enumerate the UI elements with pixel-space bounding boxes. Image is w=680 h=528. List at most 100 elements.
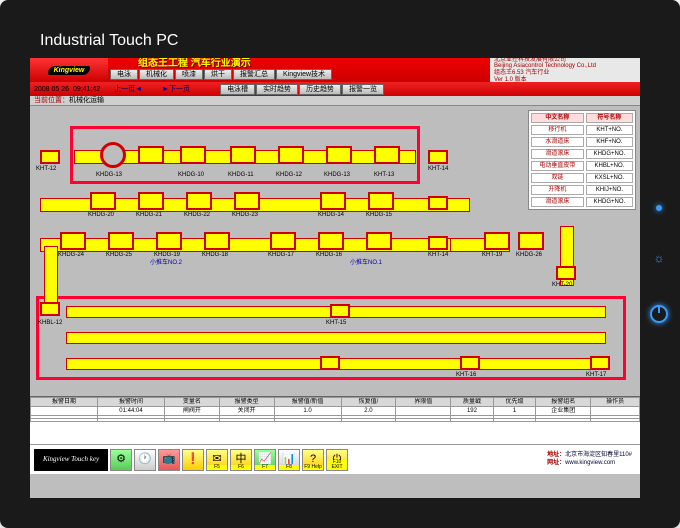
station[interactable] <box>320 192 346 210</box>
station[interactable] <box>320 356 340 370</box>
tab-hg[interactable]: 烘干 <box>204 69 232 80</box>
hmi-screen: Kingview 组态王工程 汽车行业演示 电泳 机械化 喷漆 烘干 报警汇总 … <box>30 58 640 498</box>
diagram-label: KHDG-13 <box>96 172 122 178</box>
diagram-label: KHDG-17 <box>268 252 294 258</box>
station[interactable] <box>366 232 392 250</box>
toolbtn-screen[interactable]: 📺 <box>158 449 180 471</box>
station[interactable] <box>138 192 164 210</box>
station[interactable] <box>138 146 164 164</box>
toolbtn-f6[interactable]: 中F6 <box>230 449 252 471</box>
diagram-label: KHDG-18 <box>202 252 228 258</box>
diagram-label: KHDG-11 <box>228 172 254 178</box>
diagram-label: KHDG-21 <box>136 212 162 218</box>
diagram-label: KHT-14 <box>428 252 448 258</box>
main-title: 组态王工程 汽车行业演示 <box>108 58 334 69</box>
nav-bar: 2008 05 26 09:41:42 上一页◄ ►下一页 电泳槽 实时趋势 历… <box>30 82 640 96</box>
station[interactable] <box>186 192 212 210</box>
toolbtn-f7[interactable]: 📈F7 <box>254 449 276 471</box>
toolbtn-config[interactable]: ⚙ <box>110 449 132 471</box>
conveyor <box>66 332 606 344</box>
station[interactable] <box>90 192 116 210</box>
legend-table: 中文名称符号名称 移行机KHT+NO. 水滑道床KHF+NO. 滑道滚床KHDG… <box>528 110 636 210</box>
station[interactable] <box>60 232 86 250</box>
next-page-button[interactable]: ►下一页 <box>152 86 200 93</box>
station[interactable] <box>428 196 448 210</box>
diagram-label: KHDG-19 <box>154 252 180 258</box>
diagram-label: KHDG-14 <box>318 212 344 218</box>
diagram-label: KHDG-10 <box>178 172 204 178</box>
toolbtn-clock[interactable]: 🕐 <box>134 449 156 471</box>
station[interactable] <box>368 192 394 210</box>
alarm-row[interactable]: 01:44:04闸阀开 关闭开1.02.0 1921 企业集团 <box>31 407 640 416</box>
diagram-label: KHDG-24 <box>58 252 84 258</box>
kingview-logo: Kingview <box>30 58 108 82</box>
station[interactable] <box>108 232 134 250</box>
brightness-icon[interactable]: ☼ <box>654 251 665 265</box>
toolbtn-f8[interactable]: 📊F8 <box>278 449 300 471</box>
station[interactable] <box>278 146 304 164</box>
alarm-grid[interactable]: 报警日期报警时间 变量名报警类型 报警值/新值恢复值/ 界限值质量戳 优先级报警… <box>30 396 640 444</box>
tab-pq[interactable]: 喷漆 <box>175 69 203 80</box>
subtab-lsqs[interactable]: 历史趋势 <box>299 84 341 95</box>
station[interactable] <box>180 146 206 164</box>
station[interactable] <box>270 232 296 250</box>
station[interactable] <box>40 302 60 316</box>
prev-page-button[interactable]: 上一页◄ <box>104 86 152 93</box>
station[interactable] <box>230 146 256 164</box>
subtab-dyc[interactable]: 电泳槽 <box>220 84 255 95</box>
tab-jxh[interactable]: 机械化 <box>139 69 174 80</box>
toolbtn-help[interactable]: ?F9 Help <box>302 449 324 471</box>
diagram-label: KHDG-16 <box>316 252 342 258</box>
diagram-label: 小推车NO.1 <box>350 260 382 266</box>
station[interactable] <box>156 232 182 250</box>
diagram-label: KHT-15 <box>326 320 346 326</box>
diagram-label: KHT-16 <box>456 372 476 378</box>
diagram-label: KHBL-12 <box>38 320 62 326</box>
station[interactable] <box>234 192 260 210</box>
power-button[interactable] <box>650 305 668 323</box>
address-block: 地址：北京市海淀区知春里110# 网址：www.kingview.com <box>547 452 636 466</box>
diagram-label: KHDG-15 <box>366 212 392 218</box>
station[interactable] <box>590 356 610 370</box>
company-info: 北京亚控科技发展有限公司 Beijing Asiacontrol Technol… <box>490 58 640 82</box>
diagram-label: KHDG-22 <box>184 212 210 218</box>
station[interactable] <box>428 150 448 164</box>
bottom-toolbar: Kingview Touch key ⚙ 🕐 📺 ❗ ✉F5 中F6 📈F7 📊… <box>30 444 640 474</box>
process-diagram: 中文名称符号名称 移行机KHT+NO. 水滑道床KHF+NO. 滑道滚床KHDG… <box>30 106 640 396</box>
station[interactable] <box>556 266 576 280</box>
main-tabs: 电泳 机械化 喷漆 烘干 报警汇总 Kingview技术 <box>108 69 334 81</box>
touchkey-logo: Kingview Touch key <box>34 449 108 471</box>
station[interactable] <box>204 232 230 250</box>
tab-dy[interactable]: 电泳 <box>110 69 138 80</box>
diagram-label: KHDG-26 <box>516 252 542 258</box>
station[interactable] <box>428 236 448 250</box>
datetime: 2008 05 26 09:41:42 <box>30 86 104 93</box>
toolbtn-f5[interactable]: ✉F5 <box>206 449 228 471</box>
subtab-bjyl[interactable]: 报警一览 <box>342 84 384 95</box>
station[interactable] <box>330 304 350 318</box>
led-indicator <box>656 205 662 211</box>
side-controls: ☼ <box>650 205 668 323</box>
diagram-label: KHDG-25 <box>106 252 132 258</box>
diagram-label: KHT-14 <box>428 166 448 172</box>
tab-bjhz[interactable]: 报警汇总 <box>233 69 275 80</box>
diagram-label: KHT-12 <box>36 166 56 172</box>
diagram-label: KHT-13 <box>374 172 394 178</box>
station[interactable] <box>326 146 352 164</box>
station[interactable] <box>40 150 60 164</box>
device-label: Industrial Touch PC <box>40 32 178 50</box>
diagram-label: KHDG-23 <box>232 212 258 218</box>
station[interactable] <box>460 356 480 370</box>
station[interactable] <box>374 146 400 164</box>
station[interactable] <box>318 232 344 250</box>
station[interactable] <box>484 232 510 250</box>
tab-kvjs[interactable]: Kingview技术 <box>276 69 332 80</box>
toolbtn-alarm[interactable]: ❗ <box>182 449 204 471</box>
subtab-ssqs[interactable]: 实时趋势 <box>256 84 298 95</box>
toolbtn-exit[interactable]: ⏻F10 EXIT <box>326 449 348 471</box>
diagram-label: KHT-20 <box>552 282 572 288</box>
diagram-label: KHT-19 <box>482 252 502 258</box>
device-frame: Industrial Touch PC ☼ Kingview 组态王工程 汽车行… <box>0 0 680 528</box>
rotary-node <box>100 142 126 168</box>
station[interactable] <box>518 232 544 250</box>
